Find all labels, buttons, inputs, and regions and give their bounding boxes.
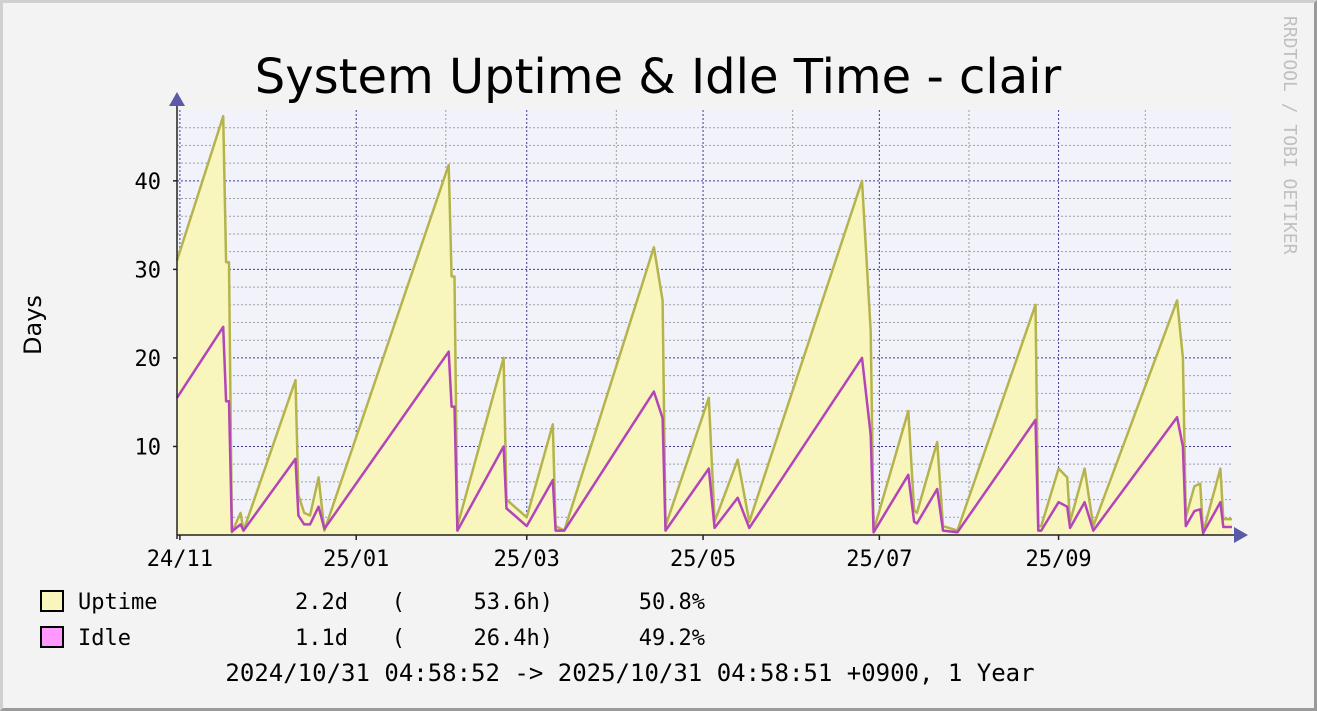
legend-name: Uptime <box>78 590 157 615</box>
legend-hours: 53.6h) <box>474 590 553 615</box>
y-axis-arrow <box>169 92 185 106</box>
y-axis-label: Days <box>19 295 47 355</box>
y-tick-label: 20 <box>135 347 162 372</box>
uptime-line <box>175 114 1232 534</box>
legend-hours: 26.4h) <box>474 626 553 651</box>
x-tick-label: 25/07 <box>846 547 912 572</box>
time-range-footer: 2024/10/31 04:58:52 -> 2025/10/31 04:58:… <box>225 659 1034 687</box>
y-tick-label: 10 <box>135 435 162 460</box>
axes <box>169 92 1248 543</box>
uptime-area <box>177 116 1232 535</box>
rrdtool-watermark: RRDTOOL / TOBI OETIKER <box>1279 16 1300 255</box>
tick-labels: 10 20 30 40 24/11 25/01 25/03 25/05 25/07 25/09 <box>135 170 1092 572</box>
y-tick-label: 30 <box>135 258 162 283</box>
legend-percent: 50.8% <box>639 590 705 615</box>
y-tick-label: 40 <box>135 170 162 195</box>
legend-current: 1.1d <box>295 626 348 651</box>
x-tick-label: 24/11 <box>147 547 213 572</box>
legend-percent: 49.2% <box>639 626 705 651</box>
legend-swatch-uptime <box>40 590 64 612</box>
legend-current: 2.2d <box>295 590 348 615</box>
legend-open-paren: ( <box>392 590 405 615</box>
legend-open-paren: ( <box>392 626 405 651</box>
x-tick-label: 25/05 <box>670 547 736 572</box>
x-tick-label: 25/03 <box>494 547 560 572</box>
idle-line <box>175 325 1232 535</box>
x-tick-label: 25/09 <box>1025 547 1091 572</box>
chart-title: System Uptime & Idle Time - clair <box>255 49 1062 105</box>
legend-name: Idle <box>78 626 131 651</box>
x-axis-arrow <box>1234 527 1248 543</box>
legend: Uptime 2.2d (53.6h) 50.8% Idle 1.1d (26.4h) 49.… <box>40 590 705 651</box>
x-tick-label: 25/01 <box>323 547 389 572</box>
series-layer <box>175 114 1232 535</box>
legend-swatch-idle <box>40 626 64 648</box>
